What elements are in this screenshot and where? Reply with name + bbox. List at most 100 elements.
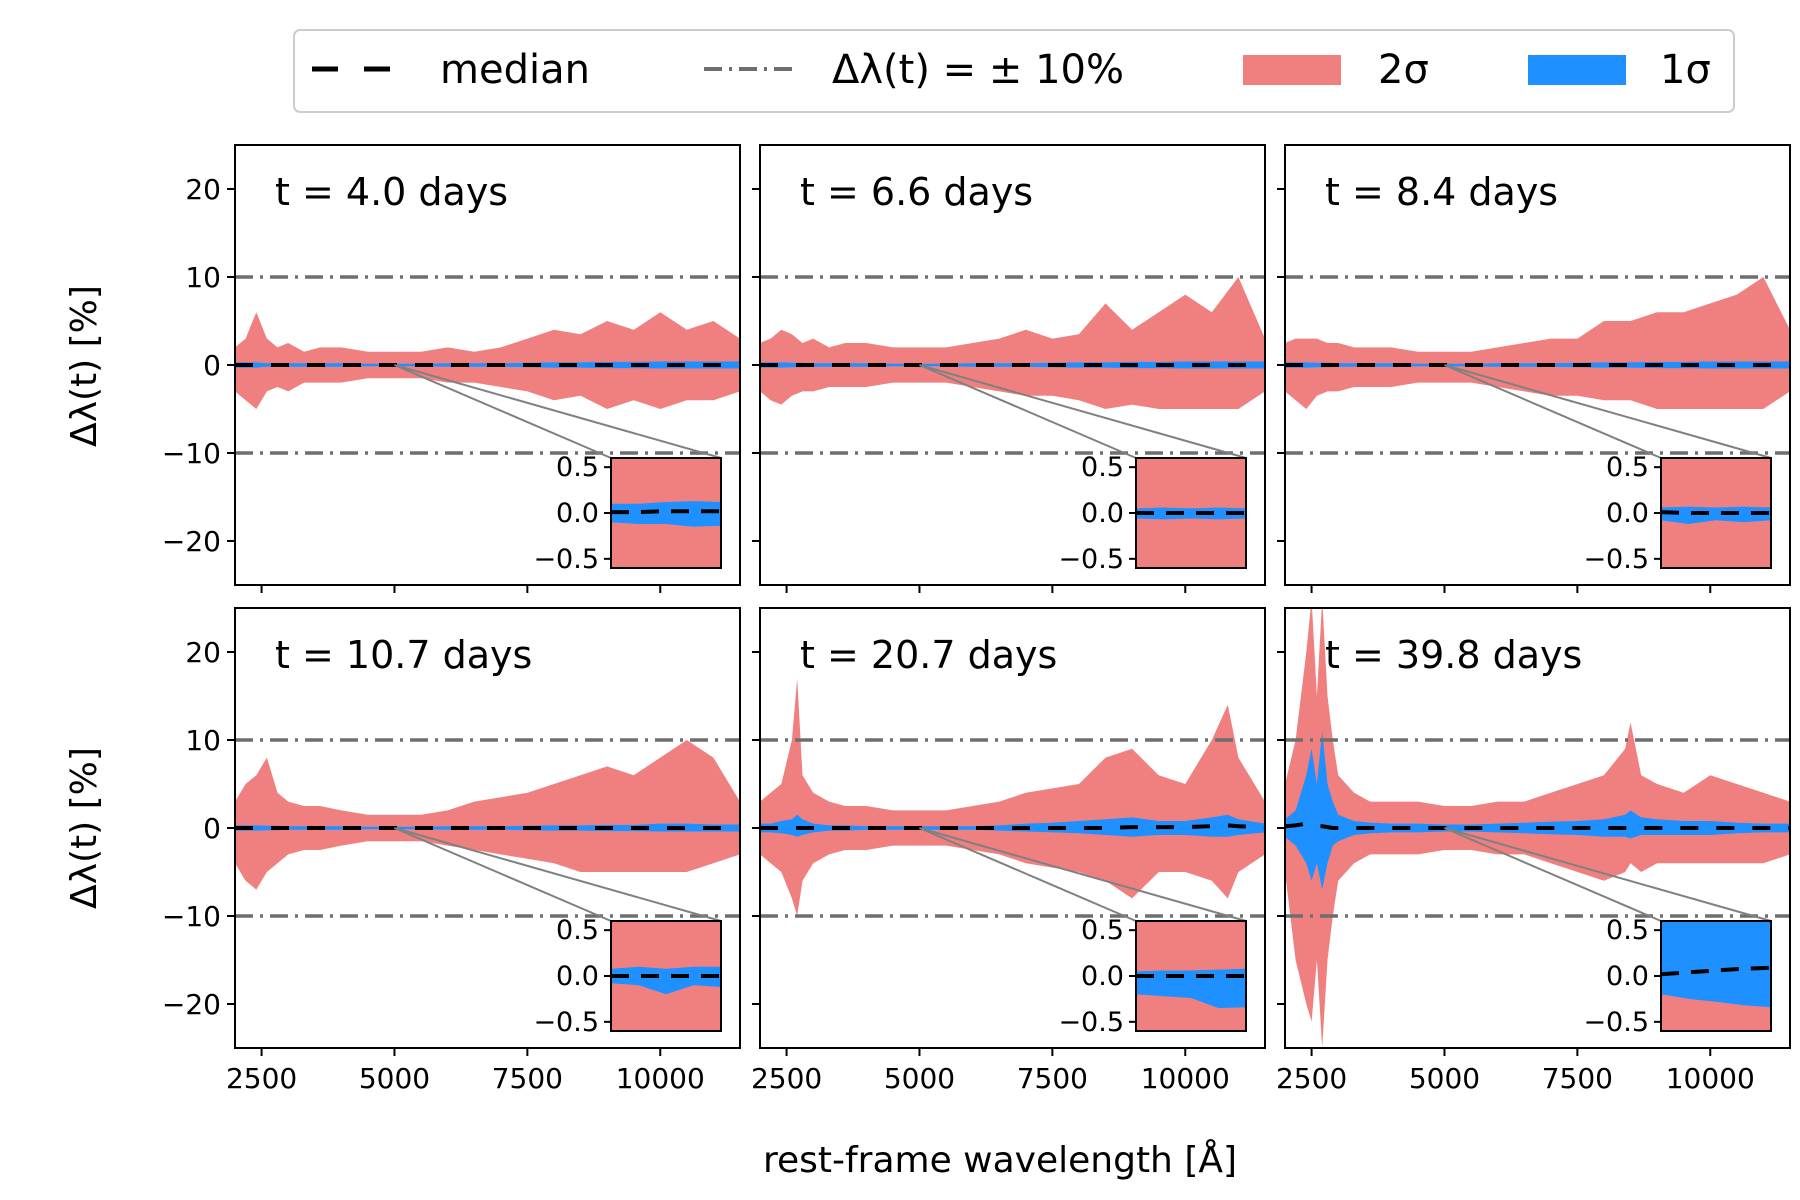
- y-tick-label: 0: [203, 812, 221, 845]
- inset: −0.5 0.0 0.5: [533, 452, 722, 575]
- zoom-line-right: [919, 364, 1247, 459]
- inset-y-tick-label: −0.5: [1583, 1007, 1649, 1038]
- inset-median-line: [1661, 965, 1771, 977]
- inset-band-1sigma: [611, 966, 721, 995]
- panel-title: t = 8.4 days: [1325, 170, 1558, 214]
- x-tick-label: 10000: [1141, 1062, 1230, 1095]
- zoom-line-left: [1444, 364, 1662, 459]
- panel-1: −20 −10 0 10 20 t = 4.0 days −0.5 0.0 0.5: [162, 144, 741, 593]
- inset-y-tick-label: −0.5: [1058, 1007, 1124, 1038]
- plot-area: [760, 275, 1265, 455]
- inset-band-1sigma: [1661, 921, 1771, 1008]
- inset-band-1sigma: [611, 501, 721, 527]
- median-line: [760, 823, 1265, 830]
- legend-ref-label: Δλ(t) = ± 10%: [832, 47, 1124, 93]
- inset: −0.5 0.0 0.5: [1583, 452, 1772, 575]
- y-tick-label: 10: [185, 261, 221, 294]
- zoom-line-left: [1444, 827, 1662, 922]
- inset-band-1sigma: [1661, 506, 1771, 524]
- band-2sigma: [760, 277, 1265, 409]
- inset-plot: [611, 921, 721, 1031]
- panel-title: t = 10.7 days: [275, 633, 532, 677]
- panel-4: −20 −10 0 10 20 2500 5000 7500 10000 t = 10.7 day…: [162, 607, 741, 1095]
- plot-area: [235, 275, 740, 455]
- legend: median Δλ(t) = ± 10% 2σ 1σ: [293, 29, 1735, 113]
- inset-band-1sigma: [1136, 507, 1246, 520]
- inset-median-line: [1661, 510, 1771, 515]
- panel-title: t = 4.0 days: [275, 170, 508, 214]
- y-tick-label: 20: [185, 636, 221, 669]
- panel-title: t = 20.7 days: [800, 633, 1057, 677]
- x-tick-label: 2500: [751, 1062, 822, 1095]
- inset-y-tick-label: −0.5: [533, 544, 599, 575]
- zoom-line-right: [1444, 364, 1772, 459]
- panel-2: t = 6.6 days −0.5 0.0 0.5: [752, 144, 1266, 593]
- plot-area: [760, 678, 1265, 918]
- zoom-line-left: [394, 827, 612, 922]
- inset-y-tick-label: 0.5: [556, 915, 599, 946]
- plot-area: [1285, 608, 1790, 1048]
- inset-y-tick-label: 0.5: [1606, 452, 1649, 483]
- x-tick-label: 10000: [616, 1062, 705, 1095]
- inset-y-tick-label: 0.0: [1081, 498, 1124, 529]
- inset-y-tick-label: −0.5: [1583, 544, 1649, 575]
- inset: −0.5 0.0 0.5: [533, 915, 722, 1038]
- inset-y-tick-label: −0.5: [533, 1007, 599, 1038]
- median-line: [1285, 821, 1790, 830]
- inset-y-tick-label: 0.0: [1606, 961, 1649, 992]
- x-tick-label: 7500: [1017, 1062, 1088, 1095]
- x-tick-label: 5000: [359, 1062, 430, 1095]
- inset-y-tick-label: 0.5: [1081, 915, 1124, 946]
- x-tick-label: 2500: [1276, 1062, 1347, 1095]
- inset-y-tick-label: 0.5: [1606, 915, 1649, 946]
- inset: −0.5 0.0 0.5: [1583, 915, 1772, 1038]
- x-axis-label: rest-frame wavelength [Å]: [763, 1138, 1237, 1181]
- inset-median-line: [611, 509, 721, 515]
- inset-plot: [1661, 921, 1771, 1031]
- inset-y-tick-label: −0.5: [1058, 544, 1124, 575]
- panel-6: 2500 5000 7500 10000 t = 39.8 days −0.5 0.0 0.5: [1276, 607, 1791, 1095]
- inset-y-tick-label: 0.5: [1081, 452, 1124, 483]
- y-axis-label-bottom: Δλ(t) [%]: [64, 747, 105, 909]
- y-tick-label: −20: [162, 988, 221, 1021]
- inset-plot: [1136, 458, 1246, 568]
- y-tick-label: −20: [162, 525, 221, 558]
- band-2sigma: [1285, 277, 1790, 409]
- legend-2sigma-label: 2σ: [1378, 47, 1429, 93]
- y-tick-label: 20: [185, 173, 221, 206]
- panel-title: t = 39.8 days: [1325, 633, 1582, 677]
- y-tick-label: −10: [162, 437, 221, 470]
- panel-5: 2500 5000 7500 10000 t = 20.7 days −0.5 0.0 0.5: [751, 607, 1266, 1095]
- panel-3: t = 8.4 days −0.5 0.0 0.5: [1277, 144, 1791, 593]
- inset-y-tick-label: 0.0: [556, 498, 599, 529]
- zoom-line-left: [919, 827, 1137, 922]
- legend-1sigma-swatch: [1528, 55, 1626, 85]
- y-tick-label: 0: [203, 349, 221, 382]
- x-tick-label: 10000: [1666, 1062, 1755, 1095]
- x-tick-label: 5000: [884, 1062, 955, 1095]
- x-tick-label: 5000: [1409, 1062, 1480, 1095]
- legend-2sigma-swatch: [1243, 55, 1341, 85]
- legend-median-label: median: [440, 47, 590, 93]
- inset-y-tick-label: 0.0: [556, 961, 599, 992]
- band-2sigma: [760, 678, 1265, 916]
- inset: −0.5 0.0 0.5: [1058, 915, 1247, 1038]
- inset-y-tick-label: 0.0: [1606, 498, 1649, 529]
- y-tick-label: 10: [185, 724, 221, 757]
- zoom-line-left: [394, 364, 612, 459]
- inset-y-tick-label: 0.5: [556, 452, 599, 483]
- inset-y-tick-label: 0.0: [1081, 961, 1124, 992]
- band-2sigma: [235, 740, 740, 890]
- legend-frame: [293, 29, 1735, 113]
- inset: −0.5 0.0 0.5: [1058, 452, 1247, 575]
- inset-plot: [1661, 458, 1771, 568]
- band-1sigma: [760, 814, 1265, 837]
- x-tick-label: 7500: [1542, 1062, 1613, 1095]
- inset-plot: [1136, 921, 1246, 1031]
- x-tick-label: 7500: [492, 1062, 563, 1095]
- zoom-line-right: [919, 827, 1247, 922]
- zoom-line-right: [394, 364, 722, 459]
- inset-band-1sigma: [1136, 968, 1246, 1009]
